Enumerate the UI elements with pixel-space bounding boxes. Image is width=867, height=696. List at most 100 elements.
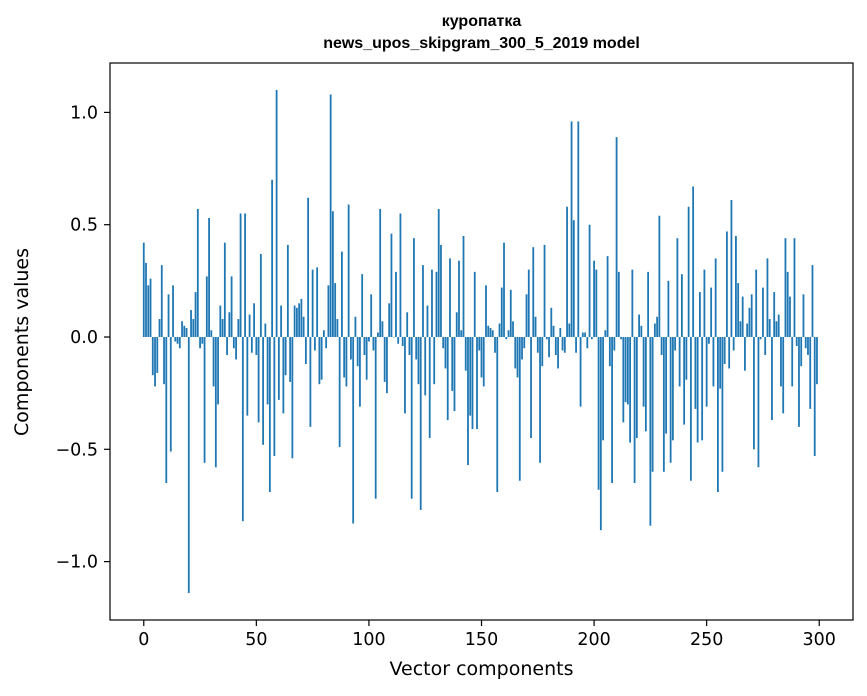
y-tick-label: −0.5 (56, 440, 99, 460)
bar-component-10 (165, 337, 168, 483)
bar-component-246 (696, 337, 699, 443)
bar-component-55 (266, 337, 269, 405)
bar-component-197 (586, 337, 589, 349)
bar-component-36 (223, 242, 226, 338)
bar-component-189 (568, 323, 571, 338)
bar-component-178 (543, 244, 546, 337)
bar-component-135 (446, 337, 449, 421)
bar-component-66 (291, 337, 294, 459)
x-tick-label: 0 (138, 630, 149, 650)
bar-component-37 (226, 337, 228, 355)
bar-component-283 (780, 337, 782, 387)
bar-component-130 (435, 271, 438, 338)
bar-component-266 (741, 296, 744, 338)
bar-component-298 (813, 337, 816, 457)
bar-component-128 (431, 269, 433, 338)
bar-component-48 (250, 337, 253, 353)
bar-component-267 (744, 337, 746, 371)
bar-component-243 (689, 337, 692, 481)
bar-component-39 (230, 276, 233, 338)
bar-component-26 (201, 337, 204, 344)
bar-component-145 (469, 337, 472, 416)
bar-component-218 (633, 337, 636, 483)
bar-component-42 (237, 319, 240, 338)
bar-component-252 (710, 287, 713, 338)
bar-component-261 (730, 200, 733, 337)
x-tick-label: 200 (577, 630, 610, 650)
bar-component-119 (410, 337, 413, 499)
bar-component-33 (217, 337, 219, 405)
bar-component-120 (413, 238, 415, 338)
bar-component-144 (467, 337, 469, 466)
y-axis-label: Components values (11, 247, 33, 437)
bar-component-72 (304, 337, 307, 364)
bar-component-159 (500, 287, 503, 338)
bar-component-25 (199, 337, 201, 349)
bar-component-7 (158, 319, 161, 338)
bar-component-96 (359, 337, 361, 407)
bar-component-27 (203, 337, 206, 463)
bar-component-83 (329, 94, 332, 337)
bar-component-225 (649, 337, 652, 526)
bar-component-257 (721, 337, 724, 472)
bar-component-201 (595, 269, 598, 338)
bar-component-117 (406, 312, 409, 338)
bar-component-187 (563, 337, 566, 353)
bar-component-258 (723, 337, 726, 364)
bar-component-113 (397, 337, 400, 344)
y-tick-label: 0.0 (70, 328, 98, 348)
bar-component-193 (577, 121, 580, 338)
bar-component-131 (437, 208, 440, 338)
bar-component-74 (309, 337, 312, 427)
bar-component-124 (422, 265, 424, 338)
bar-component-121 (415, 337, 418, 360)
bar-component-158 (498, 323, 501, 338)
bar-component-0 (142, 242, 145, 338)
bar-component-175 (536, 337, 539, 353)
bar-component-182 (552, 325, 555, 338)
x-axis-label: Vector components (389, 658, 574, 680)
bar-component-259 (726, 231, 728, 338)
bar-component-28 (205, 276, 208, 338)
bar-component-30 (210, 330, 213, 338)
bar-component-255 (717, 337, 719, 492)
bar-component-170 (525, 294, 528, 337)
bar-component-191 (572, 220, 575, 338)
bar-component-49 (253, 303, 255, 338)
bar-component-9 (163, 337, 165, 385)
bar-component-281 (775, 321, 778, 338)
bar-component-151 (482, 337, 485, 387)
bar-component-148 (476, 337, 478, 430)
bar-component-199 (590, 337, 593, 340)
bar-component-226 (651, 337, 654, 472)
bar-component-235 (671, 337, 674, 441)
bar-component-251 (708, 337, 710, 344)
bar-component-152 (485, 285, 487, 338)
bar-component-284 (782, 337, 785, 414)
bar-component-207 (608, 337, 611, 367)
bar-component-279 (771, 337, 773, 421)
bar-component-46 (246, 337, 249, 416)
bar-component-171 (527, 269, 530, 338)
bar-component-4 (151, 337, 154, 376)
bar-component-222 (642, 337, 645, 407)
bar-component-137 (451, 337, 454, 391)
bar-component-3 (149, 278, 152, 338)
bar-component-91 (347, 204, 350, 338)
bar-component-107 (383, 337, 386, 382)
bar-component-188 (566, 206, 568, 338)
bar-component-125 (424, 337, 427, 396)
bar-component-282 (777, 314, 780, 338)
bar-component-70 (300, 298, 303, 338)
bar-component-184 (557, 337, 559, 369)
bar-component-87 (338, 337, 341, 448)
bar-component-79 (320, 337, 323, 380)
bar-component-106 (381, 321, 384, 338)
bar-component-6 (156, 337, 159, 373)
bar-component-86 (336, 319, 339, 338)
bar-component-68 (295, 307, 298, 338)
bar-component-239 (680, 274, 683, 338)
bar-component-32 (214, 337, 217, 468)
y-axis-ticks: −1.0 −0.5 0.0 0.5 1.0 (56, 103, 110, 573)
bar-component-136 (449, 258, 451, 338)
